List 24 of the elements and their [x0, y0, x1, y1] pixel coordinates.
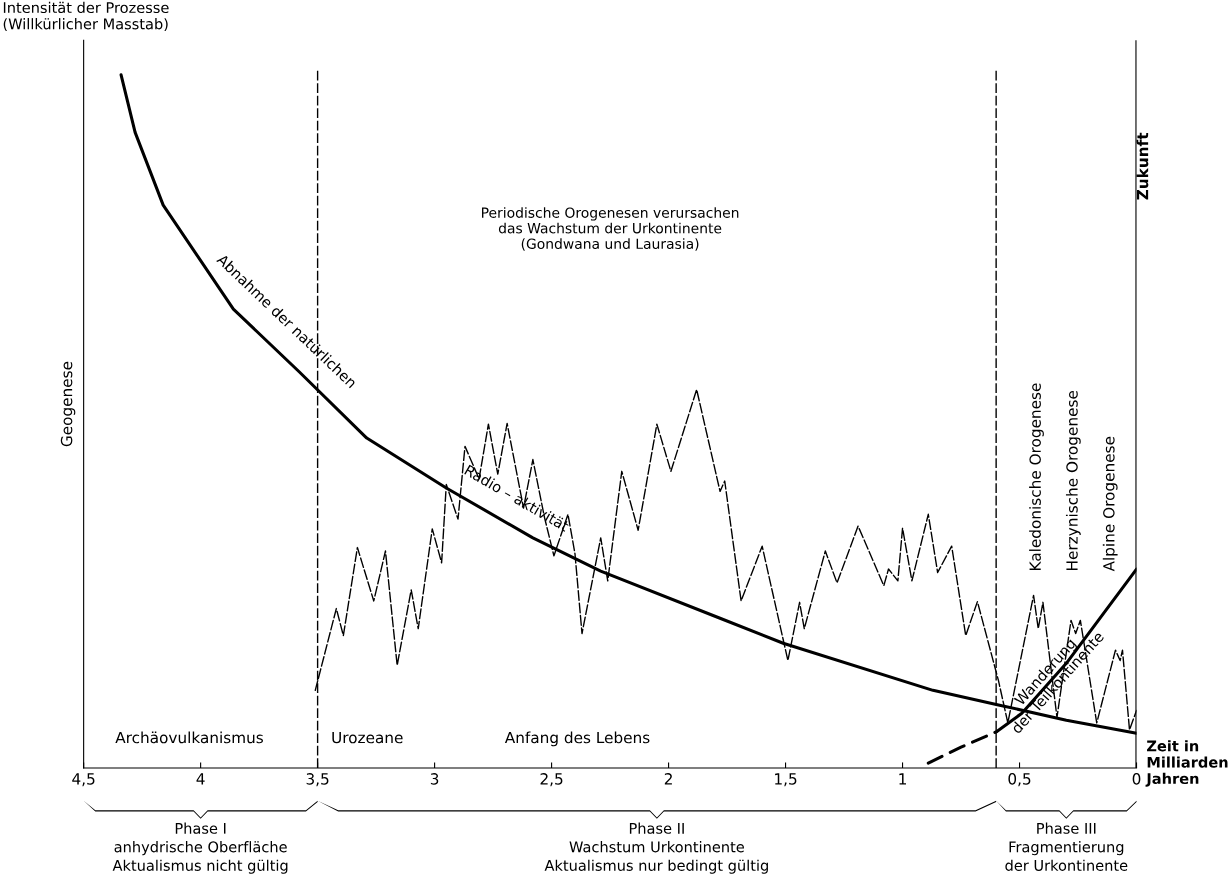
annotation: Urozeane	[332, 731, 403, 744]
y-axis-title: Geogenese	[60, 361, 76, 447]
x-tick-label: 1,5	[775, 773, 797, 787]
ref-line-label: Zukunft	[1136, 132, 1149, 200]
annotation: Herzynische Orogenese	[1065, 390, 1081, 570]
text: Phase III Fragmentierung der Urkontinente	[1005, 822, 1128, 871]
x-tick-label: 2	[664, 773, 672, 785]
chart-title: Intensität der Prozesse (Willkürlicher Masstab)	[3, 1, 169, 32]
x-tick-label: 3	[430, 773, 439, 785]
x-tick-label: 0,5	[1008, 773, 1031, 787]
x-tick-label: 4,5	[72, 773, 95, 787]
x-tick-label: 2,5	[540, 773, 563, 787]
annotation: Anfang des Lebens	[504, 731, 650, 747]
annotation: Alpine Orogenese	[1102, 436, 1118, 572]
annotation: Archäovulkanismus	[115, 731, 263, 744]
x-tick-label: 1	[899, 773, 906, 785]
x-tick-label: 4	[196, 773, 205, 785]
annotation: Kaledonische Orogenese	[1029, 383, 1044, 570]
x-axis-title: Zeit in Milliarden Jahren	[1145, 740, 1228, 787]
x-tick-label: 3,5	[306, 773, 329, 787]
text: Phase I anhydrische Oberfläche Aktualismus nicht gültig	[112, 822, 288, 874]
text: Phase II Wachstum Urkontinente Aktualismus nur bedingt gültig	[544, 822, 768, 874]
annotation: Periodische Orogenesen verursachen das Wachstum der Urkontinente (Gondwana und Laurasia)	[482, 207, 739, 251]
x-tick-label: 0	[1132, 773, 1141, 785]
